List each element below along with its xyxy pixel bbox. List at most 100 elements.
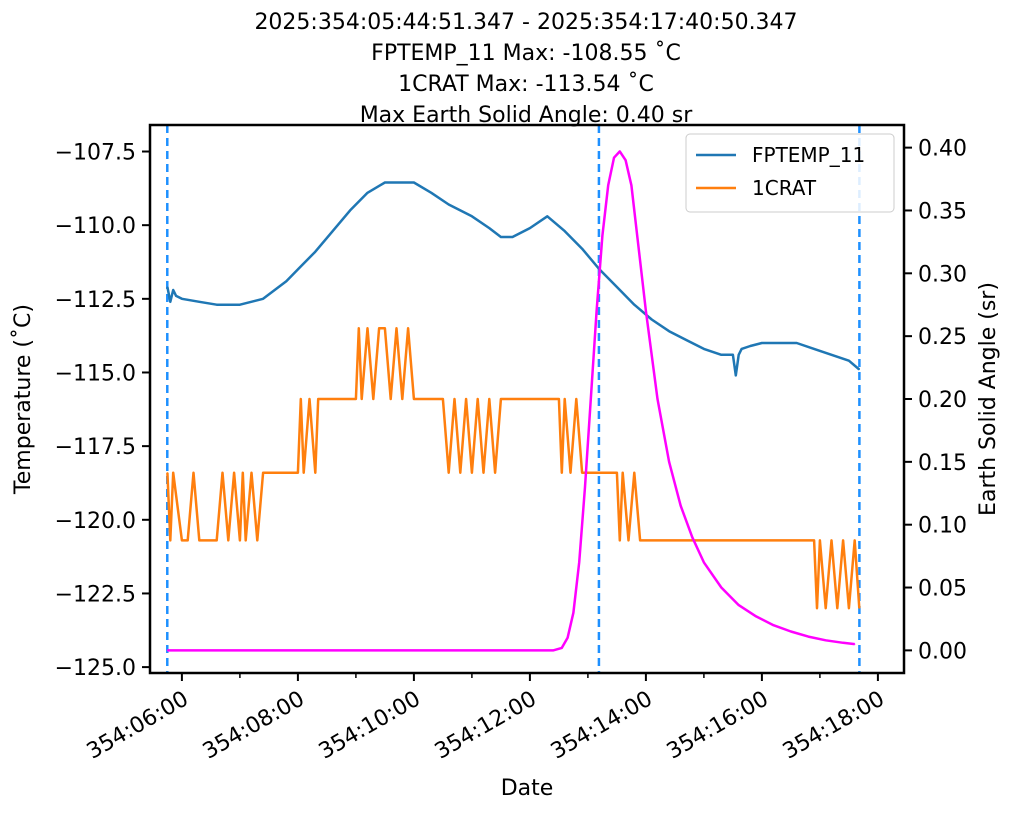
y-right-tick-label-3: 0.15 [918, 451, 967, 476]
data-point [645, 539, 647, 542]
data-point [198, 301, 200, 303]
data-point [471, 215, 473, 217]
data-point [166, 472, 168, 474]
data-point [413, 181, 415, 184]
data-point [581, 472, 583, 474]
data-point [210, 649, 212, 652]
data-point [674, 539, 676, 542]
data-point [691, 536, 693, 538]
data-point [227, 539, 229, 542]
data-point [584, 486, 586, 488]
chart-title: 2025:354:05:44:51.347 - 2025:354:17:40:5… [254, 10, 797, 128]
data-point [245, 539, 247, 542]
x-axis-label: Date [501, 776, 554, 801]
data-point [680, 505, 682, 507]
data-point [285, 280, 287, 282]
y-left-tick-label-6: −122.5 [55, 582, 136, 607]
data-point [830, 354, 833, 356]
y-left-tick-label-3: −115.0 [55, 361, 136, 386]
data-point [651, 318, 653, 321]
y-right-tick-label-6: 0.30 [918, 262, 967, 287]
y-left-tick-label-4: −117.5 [55, 435, 136, 460]
data-point [732, 354, 734, 356]
data-point [500, 236, 502, 238]
data-point [453, 398, 456, 400]
data-point [848, 607, 850, 609]
data-point [227, 304, 229, 306]
data-point [572, 612, 575, 614]
x-tick-label-0: 354:06:00 [83, 687, 193, 765]
x-tick-label-1: 354:08:00 [199, 687, 309, 765]
y-axis-left-label: Temperature (˚C) [11, 304, 36, 495]
data-point [529, 649, 531, 652]
data-point [239, 539, 241, 542]
y-left-tick-label-2: −112.5 [55, 288, 136, 313]
data-point [581, 248, 583, 250]
data-point [633, 472, 635, 474]
data-point [494, 472, 496, 474]
series-layer [166, 150, 861, 652]
data-point [732, 539, 734, 542]
data-point [384, 327, 386, 329]
data-point [500, 398, 502, 400]
data-point [378, 327, 380, 329]
data-point [825, 607, 827, 609]
data-point [274, 289, 276, 291]
data-point [172, 289, 174, 291]
data-point [601, 235, 604, 237]
data-point [561, 472, 563, 474]
data-point [511, 236, 514, 238]
data-point [358, 327, 360, 329]
data-point [738, 604, 740, 606]
data-point [630, 184, 633, 186]
data-point [300, 398, 302, 400]
data-point [772, 624, 775, 626]
x-tick-label-6: 354:18:00 [779, 687, 889, 765]
data-point [413, 398, 415, 400]
data-point [297, 268, 299, 270]
data-point [384, 181, 386, 184]
data-point [262, 472, 264, 474]
data-point [587, 472, 589, 474]
data-point [242, 472, 244, 474]
data-point [262, 298, 264, 300]
y-right-tick-label-4: 0.20 [918, 388, 967, 413]
data-point [668, 330, 670, 332]
data-point [332, 398, 334, 400]
data-point [636, 235, 638, 237]
data-point [558, 398, 560, 400]
data-point [442, 649, 444, 652]
title-line-3: Max Earth Solid Angle: 0.40 sr [360, 103, 694, 128]
data-point [590, 398, 592, 400]
series-1 [166, 327, 861, 610]
data-point [407, 327, 409, 329]
data-point [401, 181, 403, 184]
data-point [567, 637, 569, 639]
data-point [326, 649, 328, 652]
data-point [619, 150, 621, 152]
data-point [175, 295, 177, 297]
data-point [465, 398, 467, 400]
y-left-tick-label-1: −110.0 [55, 214, 136, 239]
data-point [366, 192, 369, 194]
y-left-tick-label-7: −125.0 [55, 656, 136, 681]
data-point [842, 539, 844, 542]
data-point [854, 643, 856, 645]
data-point [607, 184, 609, 186]
data-point [619, 539, 621, 542]
title-line-2: 1CRAT Max: -113.54 ˚C [398, 72, 654, 97]
y-left-tick-label-5: −120.0 [55, 509, 136, 534]
data-point [366, 327, 369, 329]
data-point [703, 561, 705, 564]
data-point [796, 342, 798, 344]
data-point [720, 354, 722, 356]
data-point [790, 539, 792, 542]
series-line-1 [166, 327, 861, 610]
data-point [790, 630, 792, 633]
data-point [166, 649, 168, 652]
data-point [482, 472, 485, 474]
data-point [256, 539, 258, 542]
data-point [830, 539, 833, 542]
y-right-tick-label-8: 0.40 [918, 137, 967, 162]
